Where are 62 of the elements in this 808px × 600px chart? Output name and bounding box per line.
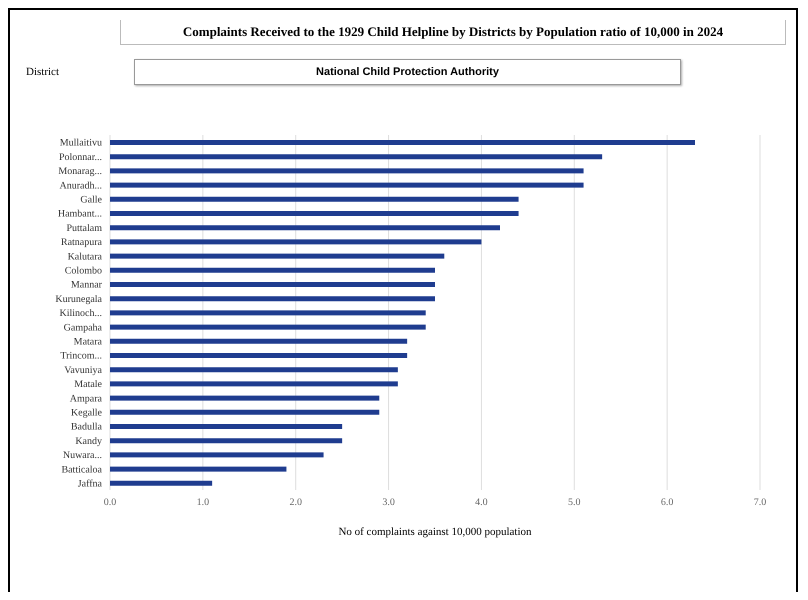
bar <box>110 296 435 302</box>
x-tick-label: 1.0 <box>196 497 210 508</box>
bar <box>110 254 444 259</box>
x-axis-title: No of complaints against 10,000 population <box>338 526 532 538</box>
bar <box>110 367 398 372</box>
y-tick-label: Kalutara <box>68 251 103 262</box>
x-tick-label: 5.0 <box>568 497 581 508</box>
bar <box>110 239 482 244</box>
bar <box>110 225 500 230</box>
x-tick-label: 0.0 <box>104 497 116 508</box>
bar <box>110 268 435 273</box>
bar <box>110 196 519 202</box>
y-tick-label: Batticaloa <box>61 464 103 476</box>
y-tick-label: Hambant... <box>58 208 102 220</box>
bar <box>110 140 695 145</box>
bar <box>110 381 398 386</box>
bar <box>110 466 286 472</box>
y-tick-label: Ratnapura <box>60 237 103 248</box>
y-tick-label: Gampaha <box>64 322 103 334</box>
bar <box>110 154 602 160</box>
y-tick-label: Monarag... <box>58 166 102 178</box>
bar <box>110 410 380 415</box>
bar <box>110 182 584 188</box>
y-tick-label: Jaffna <box>78 478 103 490</box>
y-tick-label: Mannar <box>70 280 103 291</box>
bar <box>110 396 380 401</box>
x-tick-label: 3.0 <box>382 497 395 508</box>
bar <box>110 438 342 444</box>
chart-subtitle: National Child Protection Authority <box>134 59 681 85</box>
x-tick-label: 7.0 <box>754 497 766 508</box>
bar <box>110 168 584 174</box>
bar <box>110 282 435 287</box>
y-tick-label: Vavuniya <box>64 364 103 376</box>
y-tick-label: Matara <box>74 336 103 348</box>
y-tick-label: Kegalle <box>70 407 103 418</box>
y-tick-label: Polonnar... <box>58 152 102 163</box>
y-tick-label: Ampara <box>70 393 103 404</box>
y-tick-label: Colombo <box>64 265 102 276</box>
bar <box>110 310 426 316</box>
text: District <box>26 66 59 78</box>
y-tick-label: Kurunegala <box>55 294 103 305</box>
y-tick-label: Matale <box>74 379 103 390</box>
bar <box>110 211 519 216</box>
bar <box>110 338 408 344</box>
bar <box>110 353 408 358</box>
y-tick-label: Anuradh... <box>60 180 102 192</box>
y-tick-label: Badulla <box>70 422 103 433</box>
bar <box>110 452 324 458</box>
x-tick-label: 4.0 <box>475 497 488 508</box>
x-tick-label: 2.0 <box>289 497 302 508</box>
y-tick-label: Nuwara... <box>62 450 102 462</box>
y-tick-label: Kilinoch... <box>60 308 102 320</box>
bar <box>110 480 212 486</box>
chart-title: Complaints Received to the 1929 Child Helpline by Districts by Population ratio of 10,000 in 2024 <box>120 20 786 45</box>
y-tick-label: Mullaitivu <box>60 138 102 149</box>
y-tick-label: Kandy <box>75 436 102 447</box>
y-tick-label: Galle <box>80 194 103 206</box>
x-tick-label: 6.0 <box>660 497 674 508</box>
y-tick-label: Puttalam <box>66 222 102 234</box>
bar <box>110 424 342 429</box>
y-tick-label: Trincom... <box>60 350 102 362</box>
bar <box>110 324 426 330</box>
